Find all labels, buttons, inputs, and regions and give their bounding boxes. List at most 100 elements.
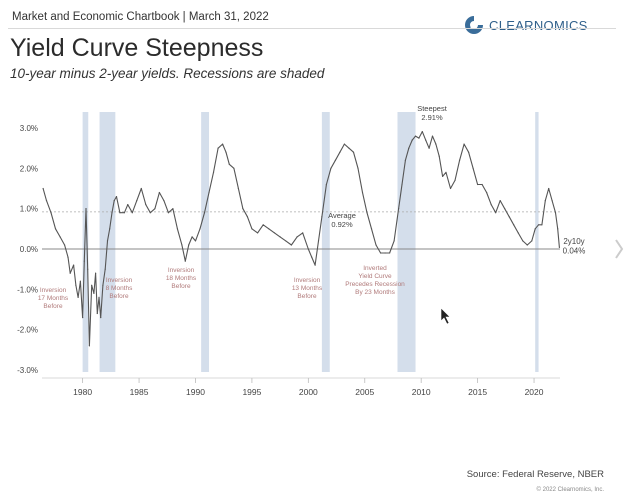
clearnomics-logo-icon xyxy=(465,16,483,34)
data-point xyxy=(194,240,197,242)
data-point xyxy=(67,256,69,258)
data-point xyxy=(77,296,79,298)
x-tick-label: 1985 xyxy=(130,387,149,397)
data-point xyxy=(262,224,264,226)
data-point xyxy=(490,204,492,206)
data-point xyxy=(279,236,281,238)
data-point xyxy=(554,212,557,214)
annotation-line: 13 Months xyxy=(292,285,323,292)
data-point xyxy=(513,224,515,226)
x-tick-label: 2000 xyxy=(299,387,318,397)
y-tick-label: -2.0% xyxy=(17,326,38,335)
average-annotation: Average 0.92% xyxy=(328,211,356,229)
data-point xyxy=(212,171,215,173)
latest-value-annotation: 2y10y 0.04% xyxy=(563,237,586,256)
data-point xyxy=(366,212,368,214)
data-point xyxy=(361,191,364,194)
annotation-layer: Steepest 2.91% Average 0.92% 2y10y 0.04% Inver… xyxy=(38,104,586,325)
data-point xyxy=(127,204,129,206)
data-point xyxy=(499,200,501,202)
next-slide-chevron-icon[interactable] xyxy=(614,236,624,262)
data-point xyxy=(504,208,506,210)
data-point xyxy=(408,147,410,149)
data-point xyxy=(123,212,125,214)
data-point xyxy=(75,284,77,286)
data-point xyxy=(217,147,219,149)
data-point xyxy=(181,244,183,246)
annotation-line: 0.04% xyxy=(563,247,586,256)
x-tick-label: 1990 xyxy=(186,387,205,397)
data-point xyxy=(79,280,81,282)
annotation-line: Yield Curve xyxy=(358,273,392,280)
data-point xyxy=(145,204,147,206)
annotation-line: 8 Months xyxy=(106,285,133,292)
data-point xyxy=(548,187,550,190)
data-point xyxy=(54,228,57,230)
data-point xyxy=(102,284,104,286)
annotation-line: Inversion xyxy=(168,267,195,274)
data-point xyxy=(537,224,540,226)
annotation-line: 17 Months xyxy=(38,295,69,302)
annotation-line: 0.92% xyxy=(331,220,353,229)
data-point xyxy=(334,159,337,161)
data-point xyxy=(352,151,355,153)
data-point xyxy=(531,240,533,242)
data-point xyxy=(119,212,121,214)
data-point xyxy=(311,256,313,258)
data-point xyxy=(370,228,373,230)
data-point xyxy=(401,183,403,186)
data-point xyxy=(522,240,524,242)
data-point xyxy=(140,187,142,190)
data-point xyxy=(296,236,298,238)
data-point xyxy=(449,187,452,190)
recession-band xyxy=(397,112,416,372)
data-point xyxy=(221,143,224,145)
data-point xyxy=(111,212,113,214)
data-point xyxy=(233,167,235,169)
data-point xyxy=(158,191,160,194)
data-point xyxy=(50,212,52,214)
data-point xyxy=(307,248,309,250)
annotation-line: Before xyxy=(297,293,317,300)
data-point xyxy=(314,264,316,266)
annotation-line: Inverted xyxy=(363,265,387,272)
x-tick-label: 1995 xyxy=(242,387,261,397)
annotation-line: 18 Months xyxy=(166,275,197,282)
recession-band xyxy=(321,112,330,372)
data-point xyxy=(95,272,97,274)
data-point xyxy=(242,208,244,210)
data-point xyxy=(435,143,437,145)
data-point xyxy=(486,191,488,194)
inversion-annotation-2001: Inversion 13 Months Before xyxy=(292,277,323,300)
recession-shading-layer xyxy=(82,112,539,372)
data-point xyxy=(343,143,346,145)
data-point xyxy=(541,224,543,226)
data-point xyxy=(42,187,44,190)
steepest-annotation: Steepest 2.91% xyxy=(417,104,448,122)
data-point xyxy=(348,147,350,149)
x-tick-label: 2020 xyxy=(525,387,544,397)
y-tick-label: 2.0% xyxy=(20,164,38,173)
annotation-line: 2y10y xyxy=(563,237,584,246)
data-point xyxy=(384,252,386,254)
chartbook-label: Market and Economic Chartbook | March 31… xyxy=(12,11,269,23)
data-point xyxy=(69,272,71,274)
y-tick-label: 3.0% xyxy=(20,124,38,133)
page-subtitle: 10-year minus 2-year yields. Recessions … xyxy=(10,66,325,81)
annotation-line: Before xyxy=(109,293,129,300)
data-point xyxy=(481,183,483,186)
data-point xyxy=(477,183,479,186)
data-point xyxy=(438,155,440,157)
data-point xyxy=(302,232,304,234)
inversion-annotation-1982: Inversion 8 Months Before xyxy=(106,277,133,300)
data-point xyxy=(445,171,447,173)
data-point xyxy=(321,216,323,218)
source-note: Source: Federal Reserve, NBER xyxy=(466,469,604,480)
data-point xyxy=(268,228,270,230)
data-point xyxy=(421,131,423,133)
annotation-line: Before xyxy=(171,283,191,290)
data-point xyxy=(428,147,430,149)
recession-band xyxy=(201,112,210,372)
inversion-annotation-1980: Inversion 17 Months Before xyxy=(38,287,69,310)
